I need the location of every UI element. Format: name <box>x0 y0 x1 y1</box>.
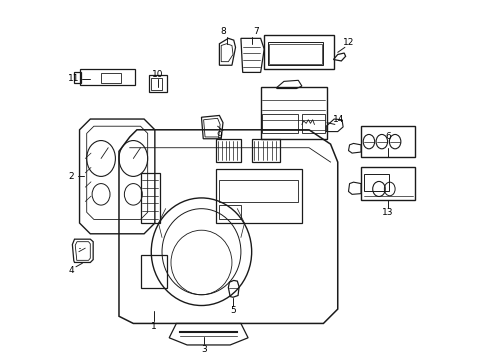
Bar <box>267 42 323 65</box>
Text: 14: 14 <box>332 115 344 124</box>
Text: 1: 1 <box>151 322 157 331</box>
Bar <box>80 69 135 85</box>
Bar <box>251 139 280 162</box>
Bar <box>140 255 167 288</box>
Text: 10: 10 <box>152 70 163 79</box>
Text: 5: 5 <box>230 306 235 315</box>
Text: 6: 6 <box>384 132 390 141</box>
Text: 3: 3 <box>201 345 207 354</box>
Text: 12: 12 <box>342 38 353 47</box>
Bar <box>360 167 414 200</box>
Bar <box>268 44 321 64</box>
Bar <box>74 72 81 83</box>
Bar <box>215 139 241 162</box>
Bar <box>261 114 297 134</box>
Text: 4: 4 <box>69 266 74 275</box>
Bar <box>140 173 160 223</box>
Bar <box>264 35 333 69</box>
Bar <box>301 114 325 134</box>
Text: 11: 11 <box>68 75 80 84</box>
Bar <box>219 180 298 202</box>
Text: 7: 7 <box>253 27 258 36</box>
Bar <box>101 73 121 83</box>
Bar <box>360 126 414 157</box>
Text: 2: 2 <box>69 172 74 181</box>
Bar <box>260 87 326 139</box>
Text: 9: 9 <box>216 131 222 140</box>
Bar <box>151 78 162 90</box>
Text: 13: 13 <box>382 208 393 217</box>
Bar <box>149 75 166 92</box>
Bar <box>219 205 241 220</box>
Bar <box>215 169 301 223</box>
Bar <box>363 174 388 192</box>
Text: 8: 8 <box>221 27 226 36</box>
